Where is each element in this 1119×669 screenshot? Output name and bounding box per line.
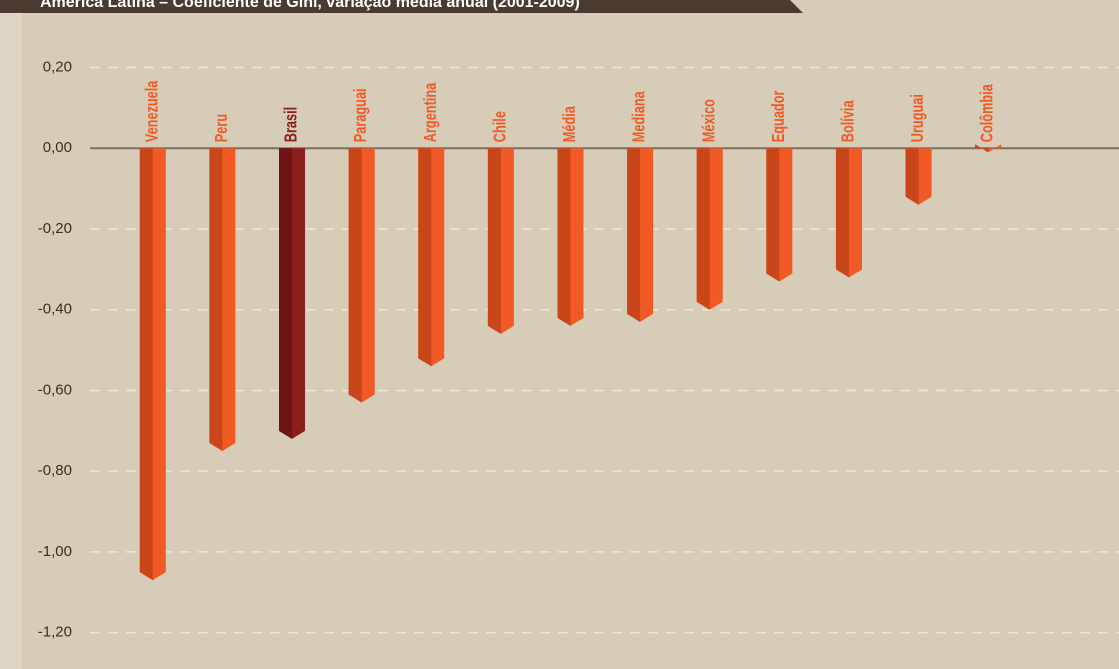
category-label: Venezuela xyxy=(143,80,162,142)
category-label: Mediana xyxy=(630,91,649,142)
category-label: Equador xyxy=(769,90,788,142)
category-label: Média xyxy=(560,106,579,143)
category-label: Bolívia xyxy=(839,100,858,142)
y-tick-label: 0,00 xyxy=(43,139,72,156)
category-label: Paraguai xyxy=(351,88,370,142)
bar-shade xyxy=(627,148,641,322)
y-tick-label: -0,60 xyxy=(38,381,72,398)
chart-title: América Latina – Coeficiente de Gini, va… xyxy=(40,0,580,11)
title-banner xyxy=(0,0,803,13)
y-tick-label: -1,20 xyxy=(38,624,72,641)
bar-shade xyxy=(835,148,849,278)
category-label: México xyxy=(699,99,718,142)
bar-shade xyxy=(279,148,293,439)
category-label: Colômbia xyxy=(978,84,997,143)
category-label: Brasil xyxy=(282,107,301,142)
bar-shade xyxy=(139,148,153,581)
y-tick-label: -0,80 xyxy=(38,462,72,479)
y-tick-label: -1,00 xyxy=(38,543,72,560)
bar-shade xyxy=(418,148,432,367)
category-label: Argentina xyxy=(421,82,440,142)
left-strip xyxy=(0,0,22,669)
bar-shade xyxy=(975,144,989,153)
bar-shade xyxy=(487,148,501,334)
bar-shade xyxy=(348,148,362,403)
bar-shade xyxy=(209,148,223,451)
bar-shade xyxy=(557,148,571,326)
category-label: Chile xyxy=(491,111,510,142)
y-tick-label: -0,40 xyxy=(38,301,72,318)
category-label: Peru xyxy=(212,114,231,142)
y-tick-label: 0,20 xyxy=(43,58,72,75)
bar-shade xyxy=(696,148,710,310)
category-label: Uruguai xyxy=(908,94,927,142)
bar-shade xyxy=(905,148,919,205)
bar-shade xyxy=(766,148,780,282)
y-tick-label: -0,20 xyxy=(38,220,72,237)
